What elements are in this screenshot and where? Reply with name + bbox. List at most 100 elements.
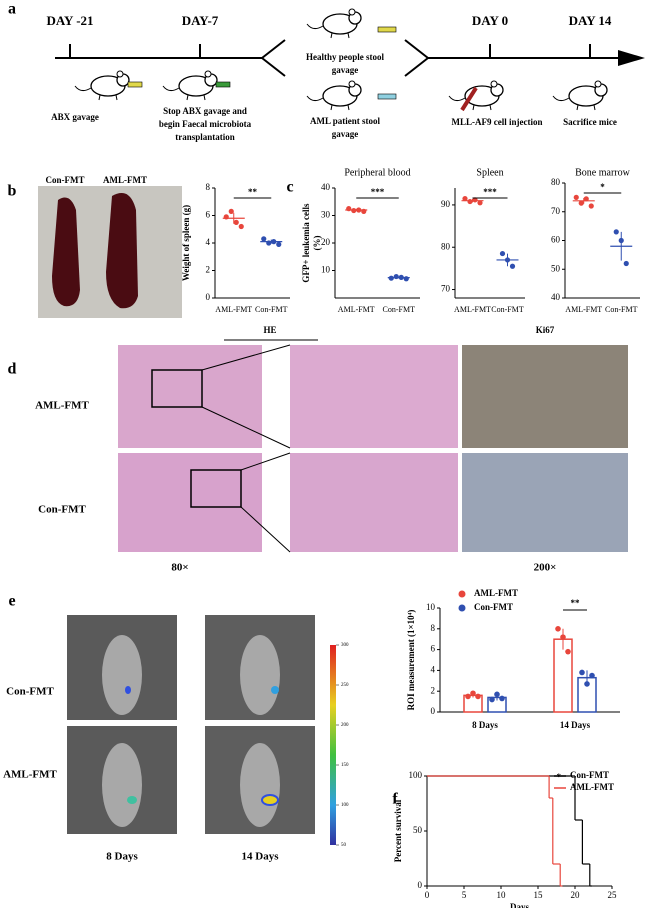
syringe: [377, 26, 397, 33]
x-tick-label: 20: [571, 890, 581, 900]
data-point: [583, 196, 589, 202]
y-tick-label: 30: [321, 210, 331, 220]
y-tick-label: 40: [551, 292, 561, 302]
day-label: DAY 14: [569, 13, 612, 28]
data-point: [499, 695, 505, 702]
row-label: AML-FMT: [35, 400, 89, 412]
x-tick-label: 8 Days: [472, 720, 498, 730]
he-zoom: [290, 345, 458, 448]
zoom-box: [151, 369, 203, 408]
signal: [261, 794, 279, 806]
x-tick-label: 0: [425, 890, 430, 900]
panel-label: f: [392, 791, 398, 808]
y-tick-label: 6: [206, 210, 211, 220]
zoom-lines: [240, 452, 291, 553]
step-caption: MLL-AF9 cell injection: [452, 117, 543, 127]
spleen: [52, 197, 80, 307]
y-tick-label: 8: [431, 623, 436, 633]
row-label: Con-FMT: [6, 686, 54, 698]
row-label: AML-FMT: [3, 769, 57, 781]
data-point: [238, 223, 244, 230]
significance: ***: [371, 187, 385, 197]
data-point: [623, 260, 629, 267]
step-caption: begin Faecal microbiota: [159, 119, 252, 129]
data-point: [489, 696, 495, 703]
imaging: [67, 615, 336, 845]
data-point: [276, 241, 282, 247]
x-tick-label: AML-FMT: [338, 305, 375, 314]
x-tick-label: Con-FMT: [491, 305, 524, 314]
data-point: [403, 276, 409, 282]
data-point: [271, 239, 277, 245]
zoom-lines: [201, 344, 291, 449]
arrow-head: [618, 50, 645, 66]
y-tick-label: 2: [431, 685, 436, 695]
step-caption: gavage: [332, 129, 359, 139]
panel-label: a: [8, 1, 16, 18]
data-point: [346, 206, 352, 212]
y-axis-label: Percent survival: [393, 799, 403, 862]
x-tick-label: AML-FMT: [454, 305, 491, 314]
y-axis-label: (%): [312, 236, 322, 251]
row-label: Con-FMT: [38, 504, 86, 516]
mouse: [448, 80, 504, 111]
mouse: [74, 70, 130, 101]
step-caption: transplantation: [175, 132, 235, 142]
significance: **: [571, 598, 581, 608]
colorbar-tick-label: 150: [341, 763, 349, 768]
he-zoom: [290, 453, 458, 552]
data-point: [584, 681, 590, 687]
syringe: [460, 86, 478, 112]
significance: ***: [483, 187, 497, 197]
chart-title: Peripheral blood: [344, 167, 410, 178]
x-tick-label: Con-FMT: [383, 305, 416, 314]
spleen: [106, 193, 138, 309]
x-tick-label: 25: [608, 890, 618, 900]
mouse-body: [102, 743, 142, 827]
y-tick-label: 100: [409, 770, 423, 780]
syringe: [215, 81, 231, 88]
y-tick-label: 0: [431, 706, 436, 716]
day-label: DAY -21: [46, 13, 93, 28]
y-tick-label: 50: [551, 263, 561, 273]
data-point: [509, 263, 516, 269]
y-tick-label: 4: [206, 237, 211, 247]
y-tick-label: 10: [321, 265, 331, 275]
day-label: DAY 0: [472, 13, 508, 28]
data-point: [261, 236, 267, 242]
data-point: [618, 237, 624, 244]
mouse: [162, 70, 218, 101]
data-point: [470, 690, 476, 697]
step-caption: Sacrifice mice: [563, 117, 617, 127]
y-tick-label: 0: [206, 292, 211, 302]
data-point: [504, 257, 511, 263]
data-point: [573, 194, 579, 200]
signal: [127, 796, 137, 804]
y-tick-label: 60: [551, 235, 561, 245]
data-point: [393, 273, 399, 280]
x-tick-label: Con-FMT: [255, 305, 288, 314]
step-caption: Healthy people stool: [306, 52, 384, 62]
step-caption: ABX gavage: [51, 112, 99, 122]
data-point: [228, 208, 234, 214]
data-point: [579, 669, 585, 676]
magnification: 200×: [534, 562, 557, 574]
step-caption: AML patient stool: [310, 116, 381, 126]
legend-label: Con-FMT: [570, 770, 609, 780]
syringe: [377, 93, 397, 100]
legend-label: AML-FMT: [474, 588, 518, 598]
data-point: [555, 626, 561, 632]
y-tick-label: 20: [321, 237, 331, 247]
x-tick-label: 10: [497, 890, 507, 900]
ki67-image: [462, 345, 628, 448]
data-point: [588, 203, 594, 209]
colorbar-tick-label: 300: [341, 643, 349, 648]
mouse-body: [240, 743, 280, 827]
y-axis-label: GFP+ leukemia cells: [301, 203, 311, 283]
colorbar-tick-label: 200: [341, 723, 349, 728]
data-point: [356, 207, 362, 213]
y-tick-label: 80: [441, 241, 451, 251]
signal: [125, 686, 131, 694]
y-axis-label: ROI measurement (1×10⁴): [406, 610, 416, 711]
